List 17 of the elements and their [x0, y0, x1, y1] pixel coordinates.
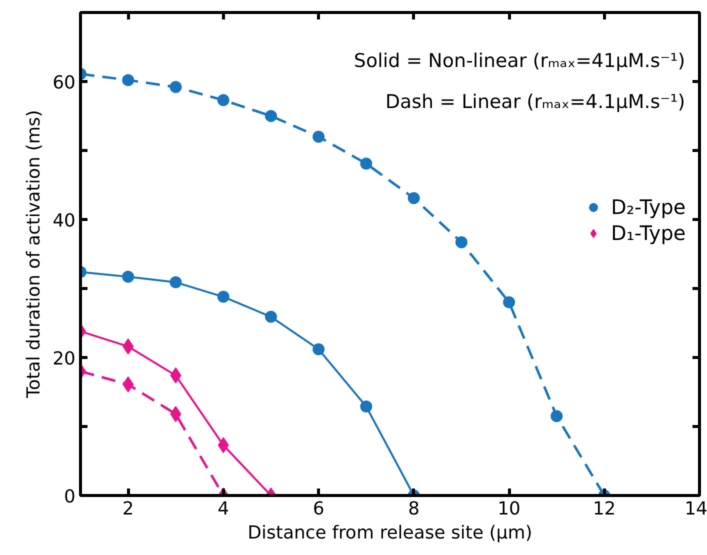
y-axis-title: Total duration of activation (ms) [24, 110, 45, 400]
x-tick-label: 2 [122, 498, 134, 520]
x-tick-label: 4 [218, 498, 230, 520]
y-tick-label: 60 [52, 72, 76, 94]
x-tick-label: 12 [592, 498, 616, 520]
y-tick-label: 0 [64, 486, 76, 508]
x-tick-label: 14 [684, 498, 707, 520]
x-tick-label: 6 [312, 498, 324, 520]
x-tick-label: 10 [498, 498, 520, 520]
y-tick-label: 40 [52, 210, 76, 232]
annotation: Solid = Non-linear (rₘₐₓ=41μM.s⁻¹) [354, 50, 686, 72]
legend-label: D₂-Type [611, 195, 686, 219]
annotation: Dash = Linear (rₘₐₓ=4.1μM.s⁻¹) [385, 91, 686, 114]
legend-label: D₁-Type [611, 221, 686, 245]
y-tick-label: 20 [52, 348, 76, 370]
x-axis-title: Distance from release site (μm) [248, 522, 532, 544]
x-tick-label: 8 [408, 498, 420, 520]
